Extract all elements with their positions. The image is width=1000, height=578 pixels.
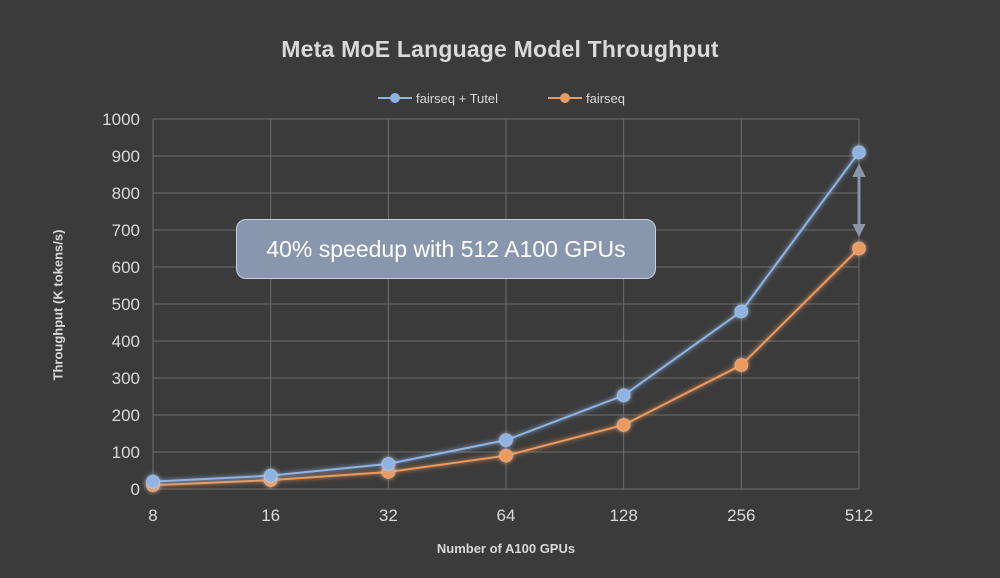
data-point-fairseq-128	[616, 417, 631, 432]
y-tick-label-500: 500	[112, 295, 140, 314]
data-point-fairseq-tutel-512	[852, 145, 866, 160]
legend-swatch-fairseq-tutel	[378, 88, 412, 108]
data-point-fairseq-tutel-8	[146, 474, 160, 489]
x-tick-label-32: 32	[379, 506, 398, 525]
y-tick-label-200: 200	[112, 406, 140, 425]
data-point-fairseq-256	[734, 358, 749, 373]
x-tick-label-64: 64	[497, 506, 516, 525]
data-point-fairseq-tutel-256	[734, 304, 749, 319]
y-tick-label-900: 900	[112, 147, 140, 166]
x-tick-label-512: 512	[845, 506, 873, 525]
legend-item-fairseq-tutel: fairseq + Tutel	[378, 88, 498, 108]
y-tick-label-400: 400	[112, 332, 140, 351]
y-axis-label: Throughput (K tokens/s)	[50, 229, 66, 381]
data-point-fairseq-tutel-32	[381, 456, 396, 471]
y-tick-label-600: 600	[112, 258, 140, 277]
data-point-fairseq-64	[499, 448, 513, 463]
data-point-fairseq-tutel-64	[499, 433, 513, 448]
speedup-callout: 40% speedup with 512 A100 GPUs	[236, 219, 656, 279]
y-tick-label-100: 100	[112, 443, 140, 462]
legend-item-fairseq: fairseq	[548, 88, 625, 108]
chart-title: Meta MoE Language Model Throughput	[281, 36, 719, 62]
x-axis-label: Number of A100 GPUs	[436, 541, 576, 556]
legend-marker-fairseq	[560, 93, 570, 103]
y-tick-label-0: 0	[131, 480, 140, 499]
x-tick-label-16: 16	[261, 506, 280, 525]
data-point-fairseq-512	[852, 241, 866, 256]
legend-label-fairseq: fairseq	[586, 90, 626, 106]
legend: fairseq + Tutel fairseq	[0, 88, 1000, 108]
y-tick-label-700: 700	[112, 221, 140, 240]
data-point-fairseq-tutel-16	[263, 468, 278, 483]
y-tick-label-300: 300	[112, 369, 140, 388]
legend-label-fairseq-tutel: fairseq + Tutel	[416, 90, 499, 106]
x-tick-label-128: 128	[609, 506, 637, 525]
y-tick-label-800: 800	[112, 184, 140, 203]
legend-marker-fairseq-tutel	[390, 93, 400, 103]
x-tick-label-256: 256	[727, 506, 755, 525]
x-tick-label-8: 8	[148, 506, 157, 525]
legend-swatch-fairseq	[548, 88, 582, 108]
data-point-fairseq-tutel-128	[616, 388, 631, 403]
y-tick-label-1000: 1000	[102, 110, 140, 129]
